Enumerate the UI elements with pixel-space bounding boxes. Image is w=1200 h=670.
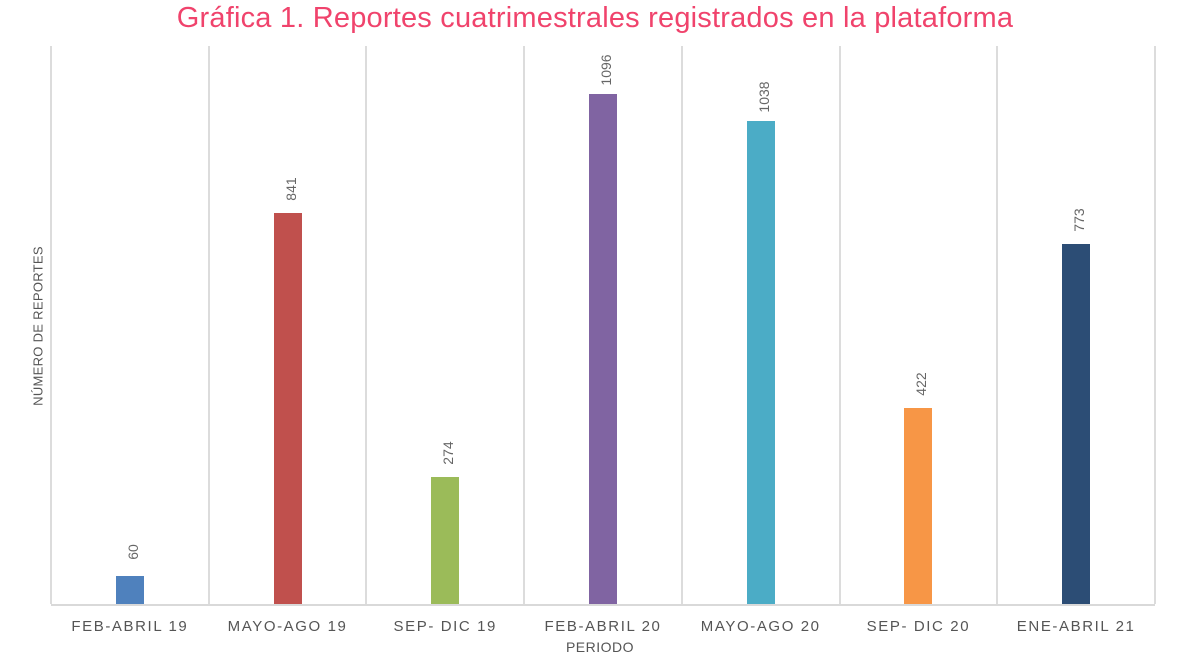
y-axis-title: NÚMERO DE REPORTES <box>30 246 46 406</box>
category-divider <box>1154 46 1156 604</box>
data-label: 1038 <box>755 81 772 113</box>
category-divider <box>50 46 52 604</box>
bar <box>1062 244 1091 604</box>
bar <box>115 576 144 604</box>
category-divider <box>838 46 841 604</box>
bar <box>431 476 460 604</box>
x-tick-label: FEB-ABRIL 20 <box>544 618 662 635</box>
chart-title: Gráfica 1. Reportes cuatrimestrales regi… <box>176 2 1014 34</box>
data-label: 841 <box>282 176 299 201</box>
data-label: 60 <box>124 544 141 560</box>
data-label: 274 <box>440 440 457 465</box>
bar <box>273 212 302 604</box>
data-label: 422 <box>913 371 930 396</box>
x-tick-label: ENE-ABRIL 21 <box>1016 618 1136 635</box>
category-divider <box>996 46 999 604</box>
plot-area: 60 841 274 1096 1038 422 773 <box>50 46 1156 606</box>
data-label: 773 <box>1071 208 1088 232</box>
bar <box>589 94 617 604</box>
x-tick-label: SEP- DIC 20 <box>866 618 971 635</box>
bar <box>904 407 933 604</box>
bar <box>746 120 775 604</box>
category-divider <box>365 46 368 604</box>
x-tick-label: FEB-ABRIL 19 <box>71 618 189 635</box>
data-label: 1096 <box>598 54 614 86</box>
x-tick-label: SEP- DIC 19 <box>393 618 497 635</box>
category-divider <box>207 46 210 604</box>
x-tick-label: MAYO-AGO 19 <box>227 618 348 635</box>
category-divider <box>523 46 526 604</box>
x-axis-title: PERIODO <box>565 639 635 655</box>
category-divider <box>680 46 683 604</box>
x-tick-label: MAYO-AGO 20 <box>700 618 821 635</box>
